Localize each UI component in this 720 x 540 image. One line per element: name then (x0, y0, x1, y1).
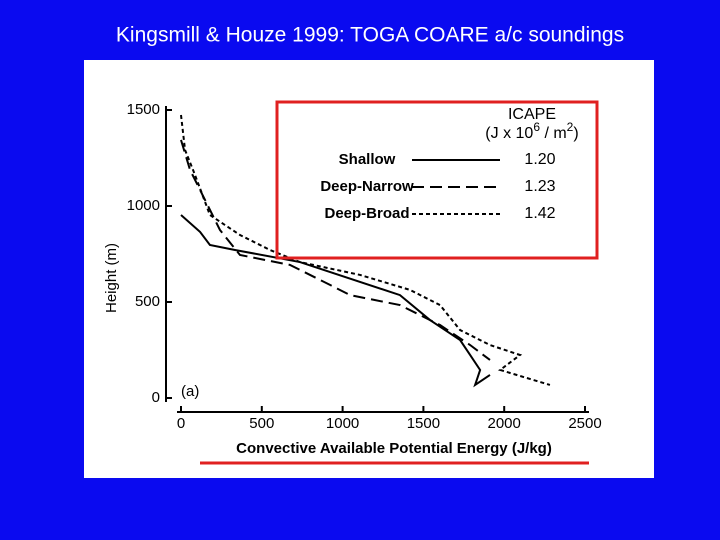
y-tick-label: 0 (152, 389, 160, 406)
legend-units-part: 2 (567, 120, 574, 134)
legend-units-part: (J x 10 (485, 125, 533, 142)
legend-units-part: ) (573, 125, 578, 142)
y-axis-label: Height (m) (103, 243, 120, 313)
series-line (180, 114, 551, 386)
annotation: (a) (181, 383, 199, 400)
legend-value: 1.20 (524, 151, 555, 168)
y-tick-label: 1000 (127, 197, 160, 214)
legend-units-part: / m (540, 125, 567, 142)
slide-title: Kingsmill & Houze 1999: TOGA COARE a/c s… (116, 24, 624, 47)
legend-label: Shallow (339, 151, 396, 168)
series-line (180, 139, 491, 361)
y-tick-label: 1500 (127, 101, 160, 118)
legend-value: 1.42 (524, 205, 555, 222)
x-axis-label: Convective Available Potential Energy (J… (236, 440, 552, 457)
legend-label: Deep-Broad (324, 205, 409, 222)
legend-value: 1.23 (524, 178, 555, 195)
y-tick-label: 500 (135, 293, 160, 310)
legend-units-part: 6 (533, 120, 540, 134)
legend-units: (J x 106 / m2) (485, 120, 578, 142)
x-tick-label: 500 (249, 415, 274, 432)
x-tick-label: 1500 (407, 415, 440, 432)
x-tick-label: 0 (177, 415, 185, 432)
legend-title: ICAPE (508, 106, 556, 123)
x-tick-label: 2500 (568, 415, 601, 432)
chart: 0 500 1000 1500 0 500 1000 1500 2000 2500 Convecti… (103, 100, 602, 465)
legend-label: Deep-Narrow (320, 178, 414, 195)
x-tick-label: 1000 (326, 415, 359, 432)
legend-box (275, 100, 599, 260)
x-tick-label: 2000 (488, 415, 521, 432)
chart-panel (84, 60, 654, 478)
